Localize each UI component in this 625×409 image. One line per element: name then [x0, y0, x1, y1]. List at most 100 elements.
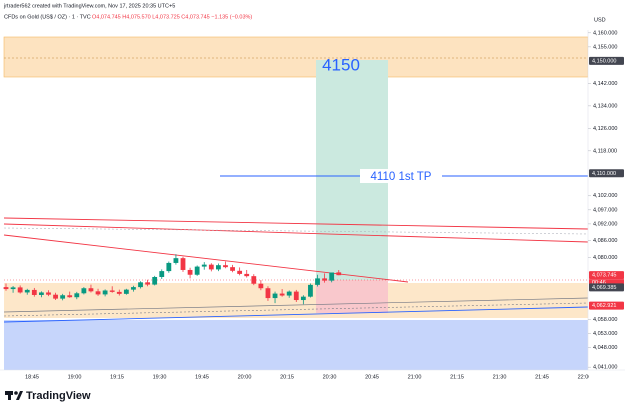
candle-body [258, 283, 264, 289]
x-tick-label: 19:15 [110, 374, 124, 380]
countdown: 00:46 [592, 280, 606, 286]
candle-body [300, 296, 306, 301]
candle-body [194, 266, 200, 275]
currency: USD [594, 17, 606, 23]
candle-body [293, 291, 299, 301]
candle-body [81, 288, 87, 294]
axis-corner [589, 372, 625, 384]
candle-body [74, 293, 80, 298]
y-tick-label: 4,053.000 [593, 331, 617, 337]
candle-body [60, 295, 66, 299]
annotation-bg [360, 169, 442, 183]
x-tick-label: 21:00 [408, 374, 422, 380]
trendline [3, 217, 589, 230]
y-tick-label: 4,092.000 [593, 221, 617, 227]
y-tick-label: 4,102.000 [593, 193, 617, 199]
candle-body [152, 276, 158, 285]
y-tick-label: 4,086.000 [593, 238, 617, 244]
candle-body [322, 278, 327, 281]
x-tick-label: 21:45 [535, 374, 549, 380]
candle-body [67, 295, 73, 298]
x-tick-label: 20:30 [323, 374, 337, 380]
candle-body [237, 270, 243, 274]
y-tick-label: 4,155.000 [593, 44, 617, 50]
candle-body [46, 292, 51, 295]
y-tick-label: 4,058.000 [593, 317, 617, 323]
demand-zone [4, 320, 588, 370]
y-tick-label: 4,097.000 [593, 207, 617, 213]
credit: jrtrader562 created with TradingView.com… [3, 3, 175, 9]
candle-body [31, 289, 37, 295]
price-tag [589, 56, 624, 65]
resistance-zone [3, 36, 589, 78]
price-tag [589, 169, 624, 178]
candle-body [10, 287, 16, 290]
x-tick-label: 20:00 [238, 374, 252, 380]
x-tick-label: 21:15 [450, 374, 464, 380]
price-tag [589, 301, 624, 310]
candle-body [251, 276, 257, 284]
candle-body [3, 287, 9, 290]
x-tick-label: 20:15 [280, 374, 294, 380]
candle-body [138, 282, 143, 288]
price-tag-label: 4,110.000 [592, 171, 616, 177]
logo [5, 391, 23, 400]
trendline [3, 306, 589, 323]
annotation: 4110 1st TP [371, 171, 432, 183]
price-tag-label: 4,073.745 [592, 273, 616, 279]
price-tag-label: 4,062.921 [592, 303, 616, 309]
candle-body [286, 291, 292, 296]
annotation: 4150 [322, 55, 360, 74]
candle-body [230, 267, 235, 271]
trendline [3, 302, 589, 317]
candle-body [116, 291, 122, 294]
candle-body [166, 262, 172, 272]
candle-body [336, 272, 342, 276]
price-tag-label: 4,069.385 [592, 285, 616, 291]
candle-body [131, 287, 136, 290]
candle-body [187, 269, 193, 275]
candle-body [145, 282, 150, 285]
candle-body [53, 294, 58, 299]
x-tick-label: 22:00 [578, 374, 592, 380]
candle-body [102, 290, 108, 295]
price-tag [589, 271, 624, 280]
price-tag [589, 283, 624, 292]
x-tick-label: 21:30 [493, 374, 507, 380]
price-tag-label: 4,150.000 [592, 58, 616, 64]
x-tick-label: 18:45 [25, 374, 39, 380]
candle-body [208, 264, 214, 270]
brand: TradingView [26, 390, 91, 402]
candle-body [159, 271, 165, 277]
x-tick-label: 19:45 [195, 374, 209, 380]
candle-body [308, 284, 313, 297]
axes: 4,160.000 4,155.000 4,142.000 4,134.000 4,12… [25, 30, 625, 384]
y-tick-label: 4,118.000 [593, 148, 617, 154]
candle-body [95, 291, 101, 295]
y-tick-label: 4,160.000 [593, 30, 617, 36]
candle-body [123, 289, 129, 294]
candle-body [109, 290, 115, 292]
y-tick-label: 4,142.000 [593, 81, 617, 87]
price-axis [588, 0, 625, 409]
candle-body [244, 273, 250, 277]
y-tick-label: 4,080.000 [593, 255, 617, 261]
plot [3, 254, 342, 305]
x-tick-label: 20:45 [365, 374, 379, 380]
candle-body [39, 292, 44, 295]
candle-body [88, 288, 94, 292]
candle-body [173, 258, 179, 263]
y-tick-label: 4,041.000 [593, 365, 617, 371]
y-tick-label: 4,048.000 [593, 345, 617, 351]
symbol: CFDs on Gold (US$ / OZ) · 1 · TVC [4, 14, 91, 20]
candle-body [272, 293, 278, 299]
candle-body [201, 264, 207, 267]
candle-body [180, 258, 186, 270]
y-tick-label: 4,134.000 [593, 103, 617, 109]
x-tick-label: 19:30 [153, 374, 167, 380]
y-tick-label: 4,126.000 [593, 126, 617, 132]
candle-body [315, 278, 320, 285]
candle-body [216, 265, 221, 270]
